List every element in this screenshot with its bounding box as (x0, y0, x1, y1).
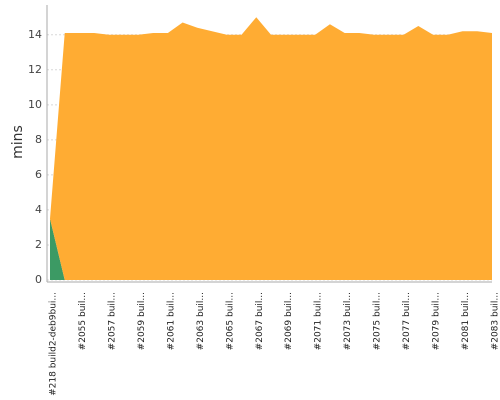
x-tick-label: #2069 buil... (284, 292, 294, 350)
x-tick-label: #2071 buil... (314, 292, 324, 350)
y-tick-label: 2 (35, 238, 42, 251)
x-tick-label: #2067 buil... (255, 292, 265, 350)
x-tick-label: #2073 buil... (343, 292, 353, 350)
x-tick-label: #2075 buil... (373, 292, 383, 350)
x-tick-label: #2061 buil... (166, 292, 176, 350)
x-tick-label: #2079 buil... (432, 292, 442, 350)
x-tick-label: #218 build2-deb9bui... (49, 292, 59, 396)
y-axis-label: mins (10, 125, 26, 159)
y-tick-label: 4 (35, 203, 42, 216)
area (50, 17, 492, 281)
y-tick-label: 0 (35, 273, 42, 286)
x-tick-label: #2077 buil... (402, 292, 412, 350)
x-tick-label: #2081 buil... (461, 292, 471, 350)
x-tick-label: #2063 buil... (196, 292, 206, 350)
x-tick-label: #2059 buil... (137, 292, 147, 350)
y-tick-label: 8 (35, 133, 42, 146)
y-tick-label: 12 (28, 63, 42, 76)
y-tick-label: 6 (35, 168, 42, 181)
x-tick-label: #2065 buil... (225, 292, 235, 350)
y-tick-label: 10 (28, 98, 42, 111)
x-tick-label: #2055 buil... (78, 292, 88, 350)
x-tick-label: #2083 buil... (491, 292, 500, 350)
x-tick-label: #2057 buil... (107, 292, 117, 350)
y-tick-label: 14 (28, 28, 42, 41)
